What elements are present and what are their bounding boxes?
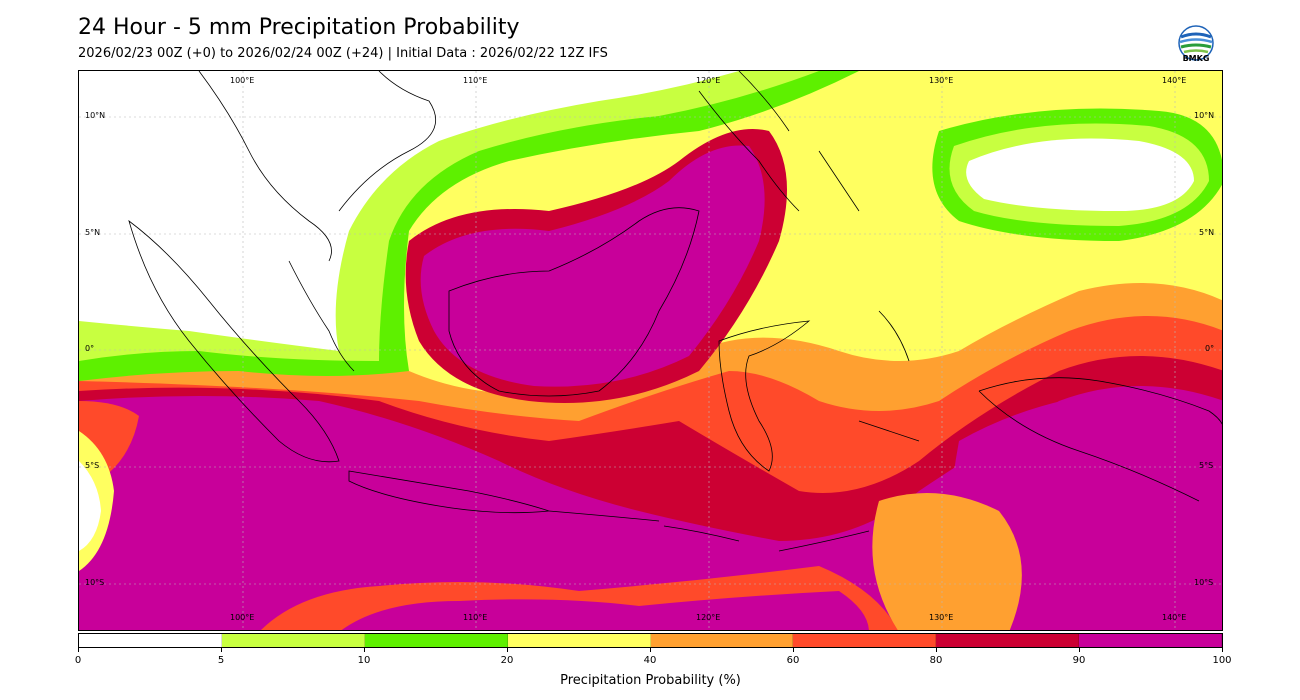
colorbar-label: Precipitation Probability (%) [560, 673, 741, 688]
bmkg-logo-icon [1178, 25, 1214, 61]
colorbar-tick-label-90: 90 [1072, 655, 1086, 666]
colorbar-tick [507, 648, 508, 652]
colorbar-tick-label-40: 40 [643, 655, 657, 666]
borneo-magenta-region [420, 145, 765, 387]
south-band-magenta [341, 591, 869, 630]
pacific-white-patch [966, 138, 1194, 211]
logo-text: BMKG [1182, 54, 1210, 63]
colorbar-seg-60-80 [793, 634, 937, 647]
lat-label-0-left: 0° [85, 344, 95, 353]
lat-label-5n-right: 5°N [1199, 228, 1215, 237]
lat-label-10n-left: 10°N [85, 111, 106, 120]
colorbar-tick [793, 648, 794, 652]
colorbar-seg-10-20 [364, 634, 508, 647]
southwest-edge-white [79, 461, 101, 551]
colorbar-seg-0-5 [79, 634, 222, 647]
lon-label-110-bottom: 110°E [463, 613, 488, 622]
colorbar-tick [1079, 648, 1080, 652]
lat-label-5s-right: 5°S [1199, 461, 1214, 470]
map-title: 24 Hour - 5 mm Precipitation Probability [78, 15, 520, 40]
arafura-orange-region [872, 493, 1022, 630]
lat-label-10n-right: 10°N [1194, 111, 1215, 120]
coastlines [128, 71, 1222, 552]
colorbar-tick-label-5: 5 [217, 655, 225, 666]
lat-label-5s-left: 5°S [85, 461, 100, 470]
coast-lesser-sunda [548, 510, 740, 542]
coast-indochina [198, 71, 437, 262]
coast-sulawesi [718, 320, 811, 472]
coast-borneo [448, 207, 700, 397]
lat-label-5n-left: 5°N [85, 228, 101, 237]
colorbar-tick [650, 648, 651, 652]
lon-label-120-bottom: 120°E [696, 613, 721, 622]
colorbar-tick-label-10: 10 [357, 655, 371, 666]
colorbar-tick-label-100: 100 [1212, 655, 1232, 666]
lon-label-140-top: 140°E [1162, 76, 1187, 85]
graticule [79, 71, 1222, 630]
colorbar-seg-80-90 [936, 634, 1080, 647]
colorbar-tick-label-80: 80 [929, 655, 943, 666]
lon-label-110-top: 110°E [463, 76, 488, 85]
colorbar-seg-5-10 [221, 634, 365, 647]
lat-label-10s-right: 10°S [1194, 578, 1214, 587]
lon-label-130-top: 130°E [929, 76, 954, 85]
lon-label-130-bottom: 130°E [929, 613, 954, 622]
precipitation-map [78, 70, 1223, 631]
coast-new-guinea [978, 377, 1222, 502]
map-subtitle: 2026/02/23 00Z (+0) to 2026/02/24 00Z (+… [78, 46, 608, 61]
lon-label-120-top: 120°E [696, 76, 721, 85]
lon-label-140-bottom: 140°E [1162, 613, 1187, 622]
colorbar-tick [78, 648, 79, 652]
coast-philippines [698, 71, 860, 212]
colorbar-tick [936, 648, 937, 652]
lon-label-100-top: 100°E [230, 76, 255, 85]
colorbar-seg-90-100 [1079, 634, 1222, 647]
colorbar-seg-40-60 [650, 634, 794, 647]
colorbar-tick-label-0: 0 [74, 655, 82, 666]
coast-sumatra [128, 219, 340, 463]
colorbar-tick [1222, 648, 1223, 652]
colorbar-tick [364, 648, 365, 652]
coast-maluku [858, 310, 920, 442]
coast-timor [778, 530, 870, 552]
colorbar-tick [221, 648, 222, 652]
lat-label-0-right: 0° [1205, 344, 1215, 353]
colorbar-tick-label-60: 60 [786, 655, 800, 666]
colorbar-seg-20-40 [507, 634, 651, 647]
coast-malay-peninsula [288, 260, 355, 372]
lon-label-100-bottom: 100°E [230, 613, 255, 622]
colorbar-tick-label-20: 20 [500, 655, 514, 666]
lat-label-10s-left: 10°S [85, 578, 105, 587]
colorbar [78, 633, 1223, 648]
